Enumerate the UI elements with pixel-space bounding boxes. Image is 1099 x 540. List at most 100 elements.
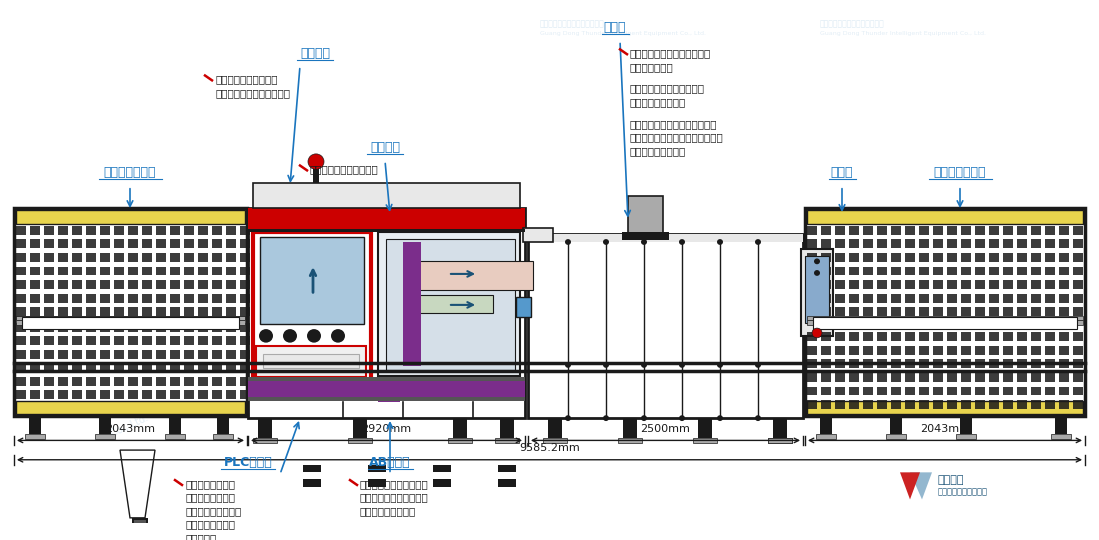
Bar — [132, 518, 148, 540]
Bar — [348, 437, 371, 443]
Bar — [804, 255, 829, 323]
Text: Guang Dong Thunder Intelligent Equipment Co., Ltd.: Guang Dong Thunder Intelligent Equipment… — [540, 31, 706, 36]
Bar — [1055, 416, 1067, 434]
Text: 出料口翻转平台: 出料口翻转平台 — [934, 166, 986, 179]
Bar — [801, 249, 833, 336]
Bar — [773, 418, 787, 437]
Bar — [523, 228, 553, 242]
Text: 无线键盘: 无线键盘 — [300, 47, 330, 60]
Bar — [25, 434, 45, 440]
Text: 使用柔性拖链，使用耐磨硅胶，: 使用柔性拖链，使用耐磨硅胶， — [630, 119, 718, 129]
Bar — [29, 416, 41, 434]
Bar — [263, 354, 359, 368]
Bar — [628, 195, 663, 234]
Circle shape — [814, 259, 820, 264]
Bar — [804, 208, 1085, 416]
Circle shape — [603, 415, 609, 421]
Text: 高速长时间运行也不会产生尘点，: 高速长时间运行也不会产生尘点， — [630, 132, 724, 142]
Bar — [961, 416, 972, 434]
Polygon shape — [910, 472, 932, 500]
Bar — [807, 210, 1083, 224]
Bar — [256, 346, 366, 376]
Bar — [14, 315, 247, 320]
Text: 流水线: 流水线 — [603, 21, 626, 33]
Bar — [623, 418, 637, 437]
Text: 显示屏上并自动停: 显示屏上并自动停 — [185, 492, 235, 503]
Bar — [253, 437, 277, 443]
Bar — [253, 183, 520, 208]
Text: Guang Dong Thunder: Guang Dong Thunder — [80, 317, 180, 370]
Bar — [448, 437, 471, 443]
Bar — [768, 437, 792, 443]
Bar — [807, 401, 1083, 414]
Bar — [248, 380, 525, 397]
Bar — [16, 210, 245, 224]
Bar — [134, 520, 146, 540]
Text: 能装备: 能装备 — [134, 307, 186, 351]
Bar — [433, 464, 451, 472]
Text: Guang Dong Thunder Intelligent Equipment Co., Ltd.: Guang Dong Thunder Intelligent Equipment… — [820, 31, 986, 36]
Text: 量品质不良: 量品质不良 — [185, 533, 217, 540]
Bar — [543, 437, 567, 443]
Text: 9585.2mm: 9585.2mm — [519, 443, 580, 453]
Text: Intelligent Equipment: Intelligent Equipment — [300, 322, 400, 375]
Bar — [378, 232, 520, 375]
Bar — [16, 401, 245, 414]
Bar — [378, 232, 400, 402]
Circle shape — [755, 415, 761, 421]
Circle shape — [331, 329, 345, 343]
Bar — [622, 232, 669, 240]
Bar — [169, 416, 181, 434]
Bar — [95, 434, 115, 440]
Circle shape — [814, 270, 820, 276]
Circle shape — [603, 362, 609, 368]
Bar — [248, 208, 525, 230]
Text: Guang Dong Thunder: Guang Dong Thunder — [531, 317, 630, 370]
Bar — [813, 316, 1077, 329]
Text: 喷涂区密闭上方安装风琴: 喷涂区密闭上方安装风琴 — [360, 479, 429, 489]
Bar — [413, 261, 533, 291]
Circle shape — [717, 415, 723, 421]
Text: AB油喷涂: AB油喷涂 — [369, 456, 411, 469]
Bar — [886, 434, 906, 440]
Bar — [303, 479, 321, 487]
Text: 止设备，报警提示，: 止设备，报警提示， — [185, 506, 242, 516]
Bar — [248, 208, 525, 418]
Bar — [773, 418, 787, 437]
Circle shape — [679, 239, 685, 245]
Text: 可有效防止出现批: 可有效防止出现批 — [185, 519, 235, 530]
Bar — [303, 464, 321, 472]
Circle shape — [565, 362, 571, 368]
Bar — [258, 418, 271, 437]
Bar — [1051, 434, 1072, 440]
Text: 使输送更加平稳: 使输送更加平稳 — [630, 62, 674, 72]
Text: 使玻璃能有效的吸收涂料: 使玻璃能有效的吸收涂料 — [310, 164, 379, 174]
Bar — [956, 434, 976, 440]
Text: 进料口翻转平台: 进料口翻转平台 — [103, 166, 156, 179]
Bar — [217, 416, 229, 434]
Text: 能装备: 能装备 — [855, 312, 906, 355]
Bar — [368, 464, 386, 472]
Text: 输送线使用了伺服电机输送，: 输送线使用了伺服电机输送， — [630, 48, 711, 58]
Text: 2043mm: 2043mm — [920, 424, 970, 434]
Bar — [413, 295, 493, 313]
Circle shape — [307, 329, 321, 343]
Circle shape — [284, 329, 297, 343]
Text: 防护罩，不仅更加美观，: 防护罩，不仅更加美观， — [360, 492, 429, 503]
Bar — [433, 479, 451, 487]
Bar — [253, 232, 371, 382]
Bar — [16, 315, 245, 320]
Text: 使用链条结构，经久耐用，: 使用链条结构，经久耐用， — [630, 84, 704, 93]
Circle shape — [259, 329, 273, 343]
Circle shape — [308, 154, 324, 170]
Bar — [386, 239, 515, 370]
Bar — [22, 316, 238, 329]
Bar — [815, 434, 836, 440]
Text: 2043mm: 2043mm — [106, 424, 155, 434]
Circle shape — [641, 239, 647, 245]
Bar — [807, 320, 1083, 325]
Bar — [14, 208, 247, 416]
Text: 预热烤箱: 预热烤箱 — [370, 140, 400, 153]
Circle shape — [679, 415, 685, 421]
Text: 智能装备股份有限公司: 智能装备股份有限公司 — [939, 487, 988, 496]
